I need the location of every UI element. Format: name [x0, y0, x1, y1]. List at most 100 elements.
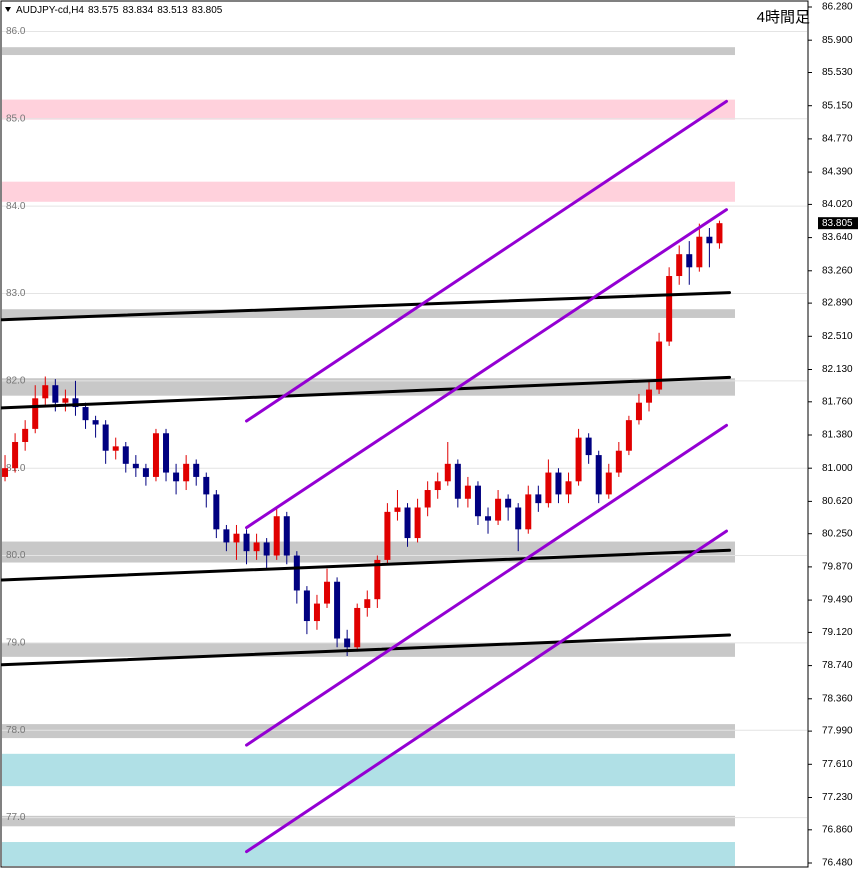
candle-body — [303, 590, 310, 622]
y-tick-label: 83.640 — [822, 232, 853, 243]
candle-body — [163, 433, 170, 473]
trend-line — [245, 529, 728, 854]
candle-body — [82, 407, 89, 421]
y-tick-label: 76.860 — [822, 824, 853, 835]
candle-body — [394, 507, 401, 512]
y-tick-label: 85.900 — [822, 35, 853, 46]
candle-body — [605, 472, 612, 495]
zone — [2, 724, 735, 739]
candle-body — [545, 472, 552, 504]
candle-body — [213, 494, 220, 530]
candle-body — [676, 254, 683, 277]
y-tick-label: 81.380 — [822, 430, 853, 441]
candle-body — [414, 507, 421, 539]
trend-line — [245, 208, 728, 530]
candle-body — [324, 581, 331, 604]
price-tag-label: 83.805 — [822, 218, 853, 229]
menu-arrow — [5, 7, 11, 12]
trend-line — [0, 375, 732, 410]
level-label: 86.0 — [6, 26, 26, 37]
candle-body — [464, 485, 471, 499]
symbol: AUDJPY-cd,H4 — [16, 5, 84, 16]
y-tick-label: 84.020 — [822, 199, 853, 210]
candle-body — [555, 472, 562, 495]
candle-body — [223, 529, 230, 543]
candle-body — [485, 516, 492, 521]
candle-body — [112, 446, 119, 451]
y-tick-label: 85.150 — [822, 100, 853, 111]
zone — [2, 47, 735, 56]
candle-body — [434, 481, 441, 491]
candle-body — [62, 398, 69, 403]
candle-body — [72, 398, 79, 408]
y-tick-label: 77.990 — [822, 726, 853, 737]
candle-body — [233, 533, 240, 543]
candle-body — [354, 607, 361, 648]
candle-body — [22, 428, 29, 442]
trend-line — [0, 291, 732, 322]
candle-body — [344, 638, 351, 648]
y-tick-label: 79.490 — [822, 595, 853, 606]
chart-layer: 86.0 85.0 84.0 83.0 82.0 81.0 80.0 79.0 78.0 77.0 — [0, 26, 807, 866]
candle-body — [384, 511, 391, 560]
y-tick-label: 76.480 — [822, 858, 853, 869]
level-label: 77.0 — [6, 812, 26, 823]
candle-body — [42, 385, 49, 399]
level-label: 83.0 — [6, 288, 26, 299]
candle-body — [575, 437, 582, 482]
y-tick-label: 83.260 — [822, 265, 853, 276]
candle-body — [2, 468, 9, 477]
y-tick-label: 79.120 — [822, 627, 853, 638]
candle-body — [92, 420, 99, 425]
zone — [2, 815, 735, 827]
y-tick-label: 78.360 — [822, 693, 853, 704]
candle-body — [404, 507, 411, 539]
zone — [2, 378, 735, 396]
y-tick-label: 86.280 — [822, 2, 853, 13]
candle-body — [173, 472, 180, 482]
candle-body — [515, 507, 522, 530]
candle-body — [102, 424, 109, 451]
candle-body — [203, 476, 210, 495]
y-tick-label: 84.390 — [822, 167, 853, 178]
y-tick-label: 77.230 — [822, 792, 853, 803]
timeframe-note: 4時間足 — [757, 9, 810, 26]
candle-body — [565, 481, 572, 495]
candle-body — [193, 463, 200, 477]
level-label: 80.0 — [6, 550, 26, 561]
y-tick-label: 80.250 — [822, 528, 853, 539]
ohlc-high: 83.834 — [123, 5, 154, 16]
candle-body — [364, 599, 371, 608]
candle-body — [595, 455, 602, 495]
level-label: 82.0 — [6, 375, 26, 386]
candle-body — [132, 463, 139, 469]
trend-line — [0, 548, 732, 582]
candle-body — [525, 494, 532, 530]
candle-body — [152, 433, 159, 477]
candle-body — [706, 236, 713, 244]
y-tick-label: 82.890 — [822, 298, 853, 309]
candle-body — [625, 420, 632, 451]
candle-body — [444, 463, 451, 482]
candle-body — [454, 463, 461, 499]
zone — [2, 181, 735, 202]
y-tick-label: 82.510 — [822, 331, 853, 342]
candle-body — [293, 555, 300, 591]
y-tick-label: 80.620 — [822, 496, 853, 507]
candle-body — [696, 236, 703, 268]
level-label: 81.0 — [6, 463, 26, 474]
candle-body — [263, 542, 270, 556]
candle-body — [283, 516, 290, 556]
ohlc-low: 83.513 — [157, 5, 188, 16]
candle-body — [273, 516, 280, 556]
trend-line — [245, 99, 728, 423]
level-label: 78.0 — [6, 725, 26, 736]
candle-body — [52, 385, 59, 403]
y-tick-label: 78.740 — [822, 660, 853, 671]
y-tick-label: 81.000 — [822, 463, 853, 474]
level-label: 84.0 — [6, 201, 26, 212]
candle-body — [12, 441, 19, 469]
candle-body — [656, 341, 663, 390]
ohlc-close: 83.805 — [192, 5, 223, 16]
ohlc-open: 83.575 — [88, 5, 119, 16]
